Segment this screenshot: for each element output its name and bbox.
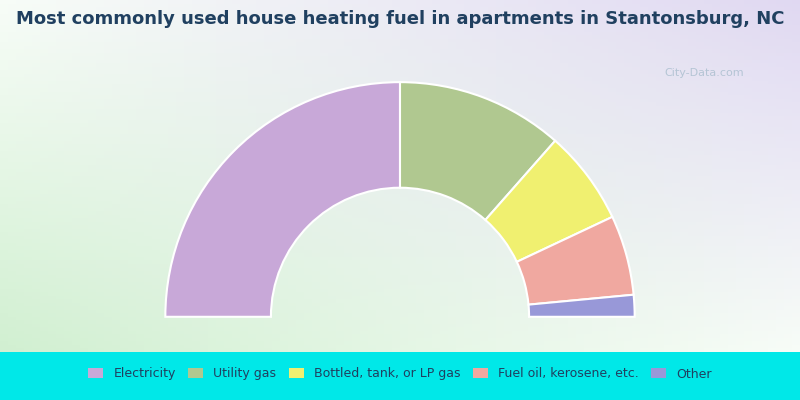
- Legend: Electricity, Utility gas, Bottled, tank, or LP gas, Fuel oil, kerosene, etc., Ot: Electricity, Utility gas, Bottled, tank,…: [82, 361, 718, 387]
- Wedge shape: [486, 141, 612, 262]
- Wedge shape: [517, 217, 634, 305]
- Wedge shape: [166, 82, 400, 317]
- Wedge shape: [529, 295, 634, 317]
- Wedge shape: [400, 82, 555, 220]
- Text: City-Data.com: City-Data.com: [664, 68, 744, 78]
- Text: Most commonly used house heating fuel in apartments in Stantonsburg, NC: Most commonly used house heating fuel in…: [16, 10, 784, 28]
